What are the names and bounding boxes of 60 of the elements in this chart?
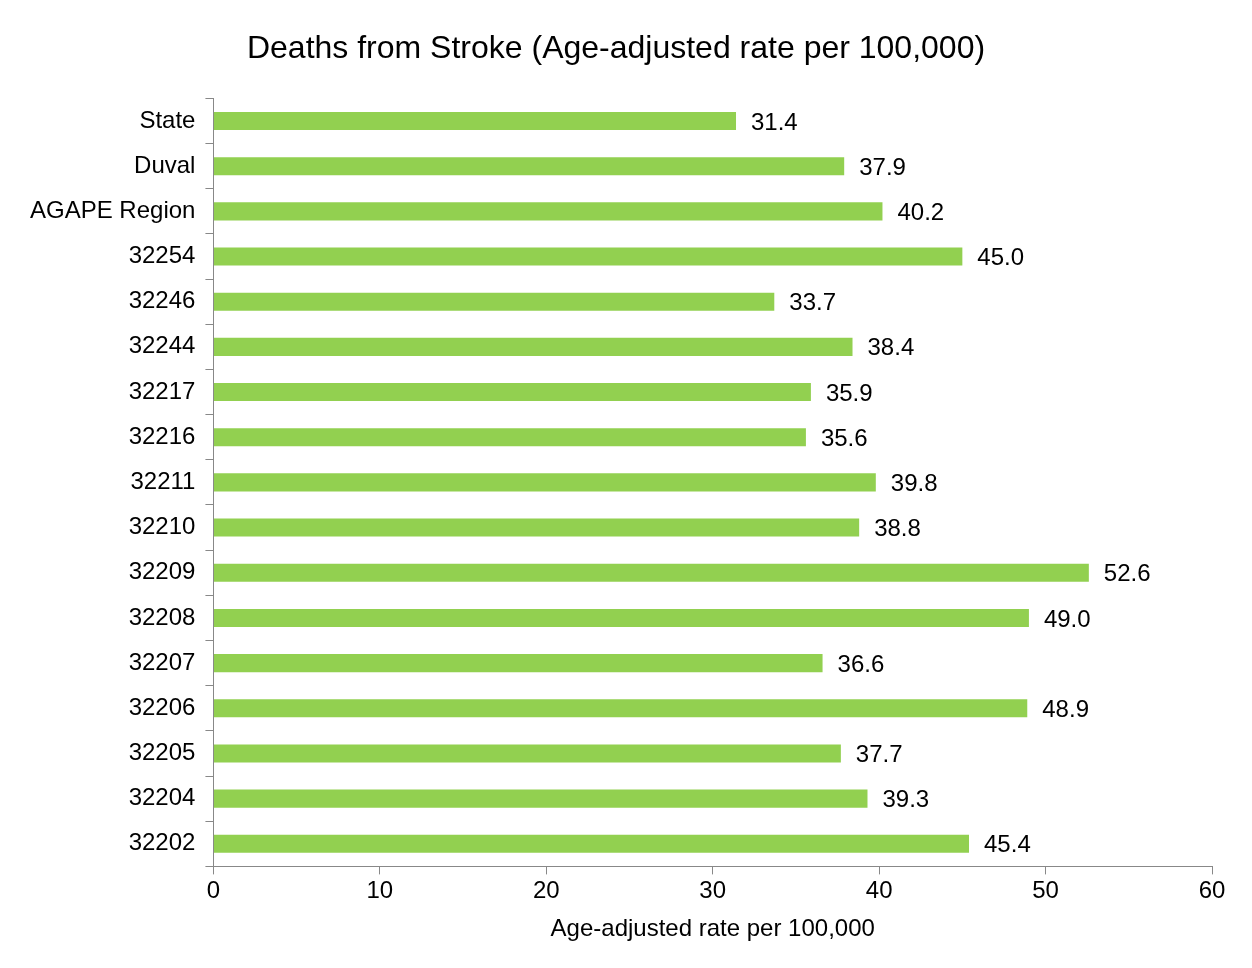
bar [213,428,806,447]
bar [213,563,1089,582]
x-axis-title: Age-adjusted rate per 100,000 [550,914,875,942]
bar [213,247,963,266]
data-label: 49.0 [1043,604,1091,632]
y-tick-label: 32204 [128,783,196,811]
x-tick-label: 50 [1032,876,1059,904]
data-label: 36.6 [837,649,885,677]
y-tick-label: 32216 [128,421,196,449]
bar [213,654,823,673]
data-label: 39.8 [890,469,938,497]
bar [213,202,883,221]
y-tick-label: 32202 [128,828,196,856]
y-tick-label: AGAPE Region [30,195,196,223]
y-tick-label: 32206 [128,692,196,720]
bar [213,337,853,356]
y-tick-label: 32210 [128,512,196,540]
y-tick-label: State [139,105,196,133]
bar [213,383,811,402]
x-tick-label: 40 [865,876,893,904]
x-tick-label: 30 [699,876,727,904]
x-tick-label: 20 [532,876,560,904]
y-tick-label: 32246 [128,286,196,314]
y-tick-label: 32244 [128,331,196,359]
x-tick-label: 0 [206,876,221,904]
y-tick-label: 32209 [128,557,196,585]
data-label: 33.7 [789,288,837,316]
bar [213,157,845,176]
data-label: 38.8 [874,514,921,542]
data-label: 31.4 [751,107,798,135]
bar [213,608,1029,627]
chart-title: Deaths from Stroke (Age-adjusted rate per 100,000) [246,29,986,66]
y-tick-label: 32207 [128,647,196,675]
bar [213,518,860,537]
data-label: 35.6 [820,423,868,451]
y-tick-label: 32217 [128,376,196,404]
data-label: 37.9 [859,152,906,180]
x-tick-label: 10 [366,876,394,904]
data-label: 48.9 [1042,694,1089,722]
bar [213,292,775,311]
data-label: 45.0 [977,243,1025,271]
bar [213,699,1028,718]
data-label: 37.7 [855,740,903,768]
data-label: 52.6 [1103,559,1151,587]
data-label: 38.4 [867,333,915,361]
y-tick-label: 32205 [128,738,196,766]
bar [213,473,876,492]
bar [213,834,970,853]
data-label: 45.4 [984,830,1031,858]
y-tick-label: 32211 [130,467,196,495]
data-label: 35.9 [825,378,873,406]
y-tick-label: 32208 [128,602,196,630]
data-label: 39.3 [882,785,930,813]
bar [213,111,737,131]
bar [213,789,868,808]
y-tick-label: Duval [134,150,196,178]
y-tick-label: 32254 [128,241,196,269]
bar [213,744,841,763]
x-tick-label: 60 [1198,876,1226,904]
data-label: 40.2 [897,197,945,225]
